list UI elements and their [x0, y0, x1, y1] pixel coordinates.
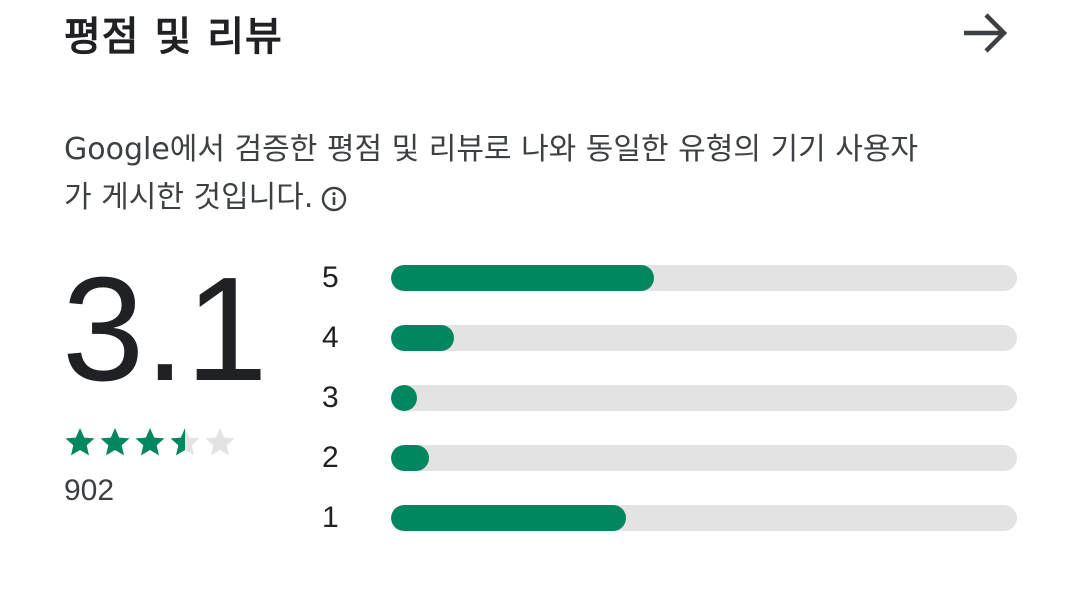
- star-icon: [100, 428, 130, 456]
- star-icon: [135, 428, 165, 456]
- section-title: 평점 및 리뷰: [64, 14, 283, 60]
- star-level-label: 1: [322, 501, 339, 534]
- rating-bar-fill: [391, 445, 429, 471]
- rating-bar-fill: [391, 385, 417, 411]
- rating-bar-row: 4: [322, 318, 1022, 358]
- rating-bar-track: [391, 385, 1017, 411]
- star-level-label: 4: [322, 321, 339, 354]
- star-level-label: 3: [322, 381, 339, 414]
- rating-bar-track: [391, 325, 1017, 351]
- star-icon: [170, 428, 200, 456]
- rating-bar-track: [391, 445, 1017, 471]
- rating-bar-fill: [391, 325, 454, 351]
- rating-description: Google에서 검증한 평점 및 리뷰로 나와 동일한 유형의 기기 사용자가…: [64, 126, 944, 222]
- star-rating: [64, 426, 236, 458]
- star-icon: [65, 428, 95, 456]
- rating-bar-row: 1: [322, 498, 1022, 538]
- rating-bar-fill: [391, 505, 626, 531]
- rating-bar-row: 3: [322, 378, 1022, 418]
- rating-bar-track: [391, 505, 1017, 531]
- average-rating: 3.1: [62, 247, 268, 412]
- star-level-label: 5: [322, 261, 339, 294]
- rating-bar-row: 5: [322, 258, 1022, 298]
- rating-bar-fill: [391, 265, 654, 291]
- info-icon[interactable]: [321, 186, 347, 212]
- review-count: 902: [64, 474, 115, 507]
- rating-bar-track: [391, 265, 1017, 291]
- arrow-right-icon[interactable]: [960, 10, 1010, 56]
- description-text: Google에서 검증한 평점 및 리뷰로 나와 동일한 유형의 기기 사용자가…: [64, 132, 919, 215]
- star-level-label: 2: [322, 441, 339, 474]
- star-icon: [205, 428, 235, 456]
- rating-bar-row: 2: [322, 438, 1022, 478]
